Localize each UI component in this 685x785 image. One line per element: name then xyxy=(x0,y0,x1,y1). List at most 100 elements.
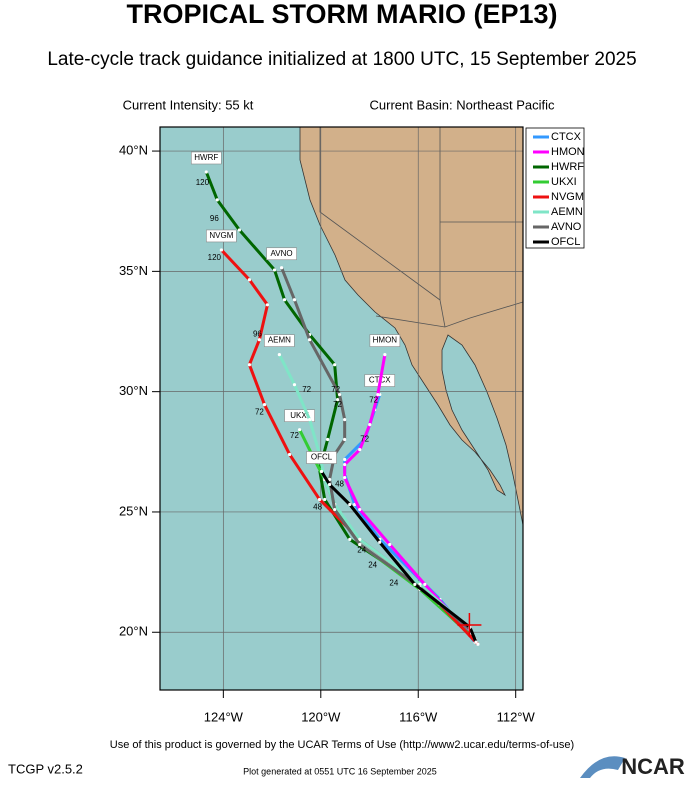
track-point xyxy=(265,303,270,307)
legend-label: HMON xyxy=(551,146,585,158)
tracks: CTCXHMONHWRFUKXINVGMAEMNAVNOOFCL12096120… xyxy=(190,151,482,646)
track-point xyxy=(378,540,382,544)
track-point xyxy=(337,392,342,397)
track-point xyxy=(358,507,362,512)
track-point xyxy=(288,452,292,457)
tau-label: 120 xyxy=(196,178,210,187)
track-point xyxy=(326,437,330,442)
track-point xyxy=(327,482,332,487)
track-point xyxy=(343,475,347,480)
track-point xyxy=(413,582,417,586)
track-point xyxy=(279,266,284,270)
track-point xyxy=(376,392,380,397)
tau-label: 48 xyxy=(313,502,322,511)
track-point xyxy=(257,338,261,342)
track-point xyxy=(358,448,362,452)
lat-tick-label: 25°N xyxy=(119,503,148,518)
track-point xyxy=(282,298,287,302)
track-label: HMON xyxy=(373,336,398,345)
track-point xyxy=(474,640,478,644)
tau-label: 24 xyxy=(389,579,398,588)
grid xyxy=(160,127,523,690)
legend-label: AVNO xyxy=(551,221,582,233)
track-label: OFCL xyxy=(311,453,333,462)
tau-label: 24 xyxy=(357,546,366,555)
axes: 124°W 120°W 116°W 112°W 20°N 25°N 30°N 35°N 40°N xyxy=(119,142,536,724)
logo: NCAR xyxy=(621,754,685,779)
track-point xyxy=(237,228,242,232)
track-point xyxy=(247,363,252,367)
version: TCGP v2.5.2 xyxy=(8,761,83,776)
terms: Use of this product is governed by the U… xyxy=(110,739,574,751)
legend-label: CTCX xyxy=(551,131,582,143)
tau-label: 72 xyxy=(333,400,342,409)
storm-position xyxy=(457,613,482,638)
legend: CTCX HMON HWRF UKXI NVGM AEMN AVNO OFCL xyxy=(525,127,585,249)
track-point xyxy=(343,457,347,462)
legend-label: UKXI xyxy=(551,176,577,188)
lat-tick-label: 40°N xyxy=(119,142,148,157)
legend-label: OFCL xyxy=(551,236,580,248)
track-label-box xyxy=(190,151,222,165)
subtitle: Late-cycle track guidance initialized at… xyxy=(47,49,636,70)
lon-tick-label: 120°W xyxy=(301,709,341,724)
track-point xyxy=(358,537,362,541)
track-point xyxy=(319,469,324,474)
legend-label: NVGM xyxy=(551,191,584,203)
tau-label: 120 xyxy=(208,253,222,262)
track-point xyxy=(277,353,281,357)
legend-label: AEMN xyxy=(551,206,583,218)
track-point xyxy=(327,477,332,482)
track-point xyxy=(204,170,208,174)
track-label: UKXI xyxy=(290,411,309,420)
lon-tick-label: 112°W xyxy=(497,709,536,724)
track xyxy=(204,171,477,641)
track-label-box xyxy=(206,229,237,243)
track-point xyxy=(423,582,427,586)
track-point xyxy=(388,542,392,547)
track-point xyxy=(348,502,352,507)
map-frame xyxy=(159,126,524,691)
track-point xyxy=(307,338,312,342)
legend-label: HWRF xyxy=(551,161,584,173)
track xyxy=(280,267,471,631)
state-line xyxy=(319,127,441,301)
track-point xyxy=(247,278,252,282)
lat-tick-label: 20°N xyxy=(119,624,148,639)
track-point xyxy=(348,537,352,541)
tau-label: 72 xyxy=(255,408,264,417)
track-point xyxy=(272,268,277,272)
tau-label: 96 xyxy=(210,214,219,223)
track-point xyxy=(323,497,327,502)
track-label-box xyxy=(264,334,295,347)
track-point xyxy=(333,363,337,367)
track-label-box xyxy=(266,247,297,261)
basin: Current Basin: Northeast Pacific xyxy=(370,97,555,112)
track-label-box xyxy=(306,451,337,464)
track-point xyxy=(368,423,372,427)
logo-swoosh xyxy=(580,756,625,778)
track-point xyxy=(343,437,347,442)
track-point xyxy=(297,428,302,432)
track-point xyxy=(262,403,267,407)
lon-tick-label: 116°W xyxy=(399,709,438,724)
tau-label: 24 xyxy=(368,560,377,569)
track-label: AVNO xyxy=(271,249,293,258)
track-point xyxy=(336,397,340,402)
legend-box xyxy=(525,127,585,249)
track-point xyxy=(476,642,480,646)
track-point xyxy=(307,417,312,422)
lat-tick-label: 35°N xyxy=(119,263,148,278)
intensity: Current Intensity: 55 kt xyxy=(123,97,254,112)
track-label: AEMN xyxy=(268,336,291,345)
track-point xyxy=(358,542,362,547)
tau-label: 48 xyxy=(335,480,344,489)
track-point xyxy=(343,462,347,467)
track-point xyxy=(317,497,322,502)
track xyxy=(343,354,477,641)
track-label: NVGM xyxy=(209,231,233,240)
state-line xyxy=(439,299,446,328)
lon-tick-label: 124°W xyxy=(204,709,244,724)
tau-label: 72 xyxy=(290,431,299,440)
